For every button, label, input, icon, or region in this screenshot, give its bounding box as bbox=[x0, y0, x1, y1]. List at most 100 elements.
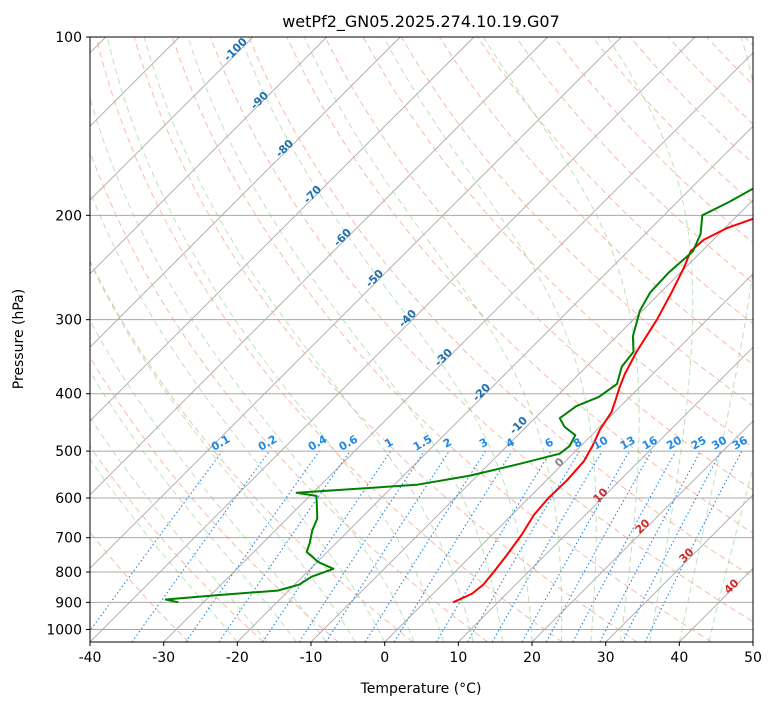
moist-adiabat-line bbox=[90, 260, 356, 642]
isotherm-line bbox=[310, 199, 753, 642]
x-tick-label: -10 bbox=[300, 650, 323, 666]
moist-adiabat-line bbox=[607, 37, 694, 642]
moist-adiabat-line bbox=[90, 370, 297, 642]
mixing-ratio-label: 8 bbox=[571, 436, 584, 451]
x-tick-label: 30 bbox=[597, 650, 615, 666]
dry-adiabat-line bbox=[90, 445, 264, 642]
isotherm-line bbox=[90, 37, 549, 496]
moist-adiabat-line bbox=[90, 96, 415, 642]
y-tick-label: 800 bbox=[55, 565, 82, 581]
series-group bbox=[164, 187, 753, 604]
mixing-ratio-label: 1.5 bbox=[411, 433, 434, 454]
dry-adiabat-line bbox=[95, 37, 563, 642]
y-tick-label: 700 bbox=[55, 531, 82, 547]
dry-adiabat-line bbox=[171, 37, 712, 642]
isotherm-line bbox=[678, 567, 753, 642]
dry-adiabat-label: -10 bbox=[507, 414, 530, 437]
mixing-ratio-line bbox=[218, 450, 351, 642]
isotherm-line bbox=[236, 125, 753, 642]
moist-adiabat-label: 20 bbox=[633, 516, 653, 536]
mixing-ratio-line bbox=[325, 450, 450, 642]
moist-adiabat-line bbox=[90, 319, 327, 642]
dry-adiabat-line bbox=[248, 37, 753, 578]
mixing-ratio-label: 1 bbox=[382, 436, 395, 451]
mixing-ratio-label: 30 bbox=[709, 433, 729, 452]
mixing-ratio-label: 16 bbox=[640, 433, 660, 452]
moist-adiabat-label: 30 bbox=[677, 545, 697, 565]
background-lines bbox=[90, 37, 753, 642]
isotherm-line bbox=[531, 420, 753, 642]
dry-adiabat-line bbox=[553, 37, 753, 244]
x-tick-label: -20 bbox=[226, 650, 249, 666]
moist-adiabat-line bbox=[678, 37, 753, 642]
isotherm-line bbox=[457, 346, 753, 642]
moist-adiabat-line bbox=[187, 37, 503, 642]
mixing-ratio-line bbox=[521, 450, 630, 642]
mixing-ratio-label: 10 bbox=[591, 433, 611, 452]
mixing-ratio-line bbox=[262, 450, 392, 642]
x-axis-ticks: -40 -30 -20 -10 0 10 20 30 40 50 bbox=[79, 642, 762, 666]
mixing-ratio-line bbox=[393, 450, 513, 642]
x-tick-label: 50 bbox=[744, 650, 762, 666]
y-axis-label: Pressure (hPa) bbox=[11, 289, 27, 389]
dry-adiabat-line bbox=[90, 531, 190, 642]
line-labels: 0.1 0.2 0.4 0.6 1 1.5 2 3 4 6 8 10 13 16 20 25 30 36-100-… bbox=[209, 35, 750, 597]
mixing-ratio-line bbox=[364, 450, 486, 642]
mixing-ratio-line bbox=[644, 450, 743, 642]
mixing-ratio-line bbox=[298, 450, 425, 642]
mixing-ratio-label: 36 bbox=[730, 433, 750, 452]
dry-adiabat-line bbox=[90, 356, 339, 642]
chart-title: wetPf2_GN05.2025.274.10.19.G07 bbox=[282, 12, 560, 32]
dry-adiabat-label: -40 bbox=[396, 307, 419, 330]
dry-adiabat-line bbox=[286, 37, 753, 534]
dry-adiabat-line bbox=[90, 259, 414, 642]
dewpoint-line bbox=[164, 187, 753, 604]
mixing-ratio-label: 0.1 bbox=[209, 433, 232, 454]
mixing-ratio-label: 25 bbox=[689, 434, 709, 453]
x-tick-label: -30 bbox=[152, 650, 175, 666]
mixing-ratio-line bbox=[545, 450, 653, 642]
dry-adiabat-line bbox=[515, 37, 753, 284]
mixing-ratio-label: 0.6 bbox=[337, 432, 361, 453]
isotherm-line bbox=[752, 641, 753, 642]
isotherm-line bbox=[90, 37, 328, 275]
moist-adiabat-line bbox=[239, 37, 533, 642]
mixing-ratio-line bbox=[90, 450, 223, 632]
moist-adiabat-line bbox=[143, 37, 474, 642]
pressure-grid bbox=[90, 36, 753, 630]
mixing-ratio-label: 0.4 bbox=[306, 432, 330, 453]
plot-frame bbox=[89, 36, 754, 643]
x-tick-label: -40 bbox=[79, 650, 102, 666]
dry-adiabat-line bbox=[133, 37, 638, 642]
dry-adiabat-line bbox=[706, 37, 753, 86]
x-tick-label: 0 bbox=[380, 650, 389, 666]
isotherm-line bbox=[90, 37, 622, 569]
y-tick-label: 100 bbox=[55, 30, 82, 46]
x-axis-label: Temperature (°C) bbox=[360, 681, 482, 697]
mixing-ratio-label: 13 bbox=[618, 434, 638, 453]
moist-adiabat-line bbox=[90, 189, 386, 642]
moist-adiabat-line bbox=[303, 37, 563, 642]
y-tick-label: 900 bbox=[55, 595, 82, 611]
y-tick-label: 200 bbox=[55, 208, 82, 224]
x-tick-label: 20 bbox=[523, 650, 541, 666]
y-tick-label: 600 bbox=[55, 491, 82, 507]
dry-adiabat-label: -90 bbox=[248, 89, 271, 112]
mixing-ratio-line bbox=[185, 450, 320, 642]
dry-adiabat-label: -20 bbox=[470, 381, 493, 404]
y-axis-ticks: 100 200 300 400 500 600 700 800 900 1000 bbox=[46, 30, 90, 638]
y-tick-label: 400 bbox=[55, 387, 82, 403]
isotherm-line bbox=[90, 37, 401, 348]
isotherm-line bbox=[163, 52, 753, 642]
isotherm-line bbox=[90, 37, 696, 642]
dry-adiabat-label: -60 bbox=[331, 226, 354, 249]
temperature-line bbox=[452, 217, 753, 604]
moist-adiabat-label: 10 bbox=[591, 485, 611, 505]
dry-adiabat-line bbox=[744, 37, 753, 47]
dry-adiabat-line bbox=[90, 150, 488, 642]
y-tick-label: 300 bbox=[55, 313, 82, 329]
dry-adiabat-label: -70 bbox=[301, 183, 324, 206]
mixing-ratio-line bbox=[467, 450, 580, 642]
moist-adiabat-line bbox=[106, 37, 445, 642]
